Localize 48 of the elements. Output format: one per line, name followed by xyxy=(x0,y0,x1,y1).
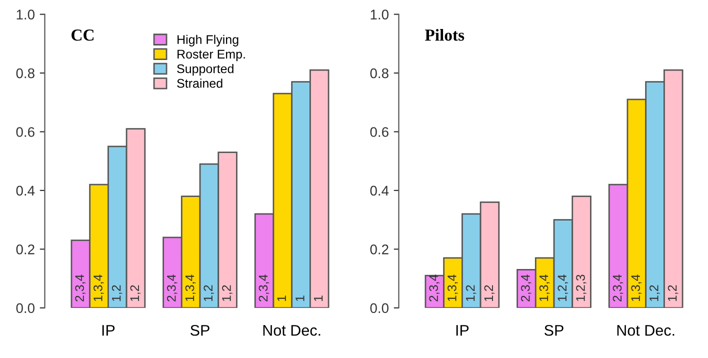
y-tick-label: 1.0 xyxy=(370,10,389,20)
y-tick-label: 0.2 xyxy=(370,244,388,254)
y-tick-label: 0.4 xyxy=(370,186,389,196)
y-tick-label: 0.8 xyxy=(370,68,388,78)
y-tick-label: 0.6 xyxy=(16,127,34,137)
text: Pilots xyxy=(425,29,464,41)
legend-label: High Flying xyxy=(178,34,238,46)
y-tick-label: 0.0 xyxy=(370,303,389,314)
annotation: 1,2 xyxy=(466,285,476,302)
annotation: 1,2 xyxy=(204,285,214,302)
x-tick-label: SP xyxy=(544,324,564,336)
x-tick-label: Not Dec. xyxy=(617,325,674,336)
y-tick-label: 0.2 xyxy=(16,244,34,254)
x-tick-label: IP xyxy=(456,325,469,336)
annotation: 1 xyxy=(296,296,304,302)
annotation: 1,3,4 xyxy=(185,274,196,302)
annotation: 1,2 xyxy=(130,285,141,302)
legend-label: Roster Emp. xyxy=(178,50,245,62)
annotation: 2,3,4 xyxy=(166,274,178,302)
annotation: 2,3,4 xyxy=(429,274,440,302)
annotation: 1,2,4 xyxy=(558,274,568,302)
y-tick-label: 0.0 xyxy=(16,303,35,314)
y-tick-label: 0.8 xyxy=(16,68,34,78)
y-tick-label: 1.0 xyxy=(16,10,35,20)
annotation: 1,3,4 xyxy=(94,274,104,302)
annotation: 1,3,4 xyxy=(539,274,550,302)
annotation: 1,3,4 xyxy=(448,274,458,302)
annotation: 1 xyxy=(277,296,286,302)
annotation: 1,2 xyxy=(484,285,495,302)
x-tick-label: SP xyxy=(190,324,210,336)
annotation: 1,2 xyxy=(112,285,122,302)
legend-label: Strained xyxy=(177,78,222,88)
annotation: 1,2 xyxy=(222,285,232,302)
x-tick-label: IP xyxy=(102,325,115,336)
annotation: 1,2 xyxy=(668,285,678,302)
y-tick-label: 0.4 xyxy=(16,186,35,196)
x-tick-label: Not Dec. xyxy=(263,325,320,336)
legend-label: Supported xyxy=(177,64,234,76)
annotation: 1 xyxy=(314,296,323,302)
y-tick-label: 0.6 xyxy=(370,127,388,137)
annotation: 2,3,4 xyxy=(612,274,624,302)
annotation: 1,3,4 xyxy=(631,274,642,302)
text: CC xyxy=(72,30,94,41)
annotation: 2,3,4 xyxy=(75,274,86,302)
annotation: 1,2,3 xyxy=(576,274,586,302)
annotation: 2,3,4 xyxy=(520,274,532,302)
annotation: 2,3,4 xyxy=(258,274,270,302)
annotation: 1,2 xyxy=(650,285,660,302)
